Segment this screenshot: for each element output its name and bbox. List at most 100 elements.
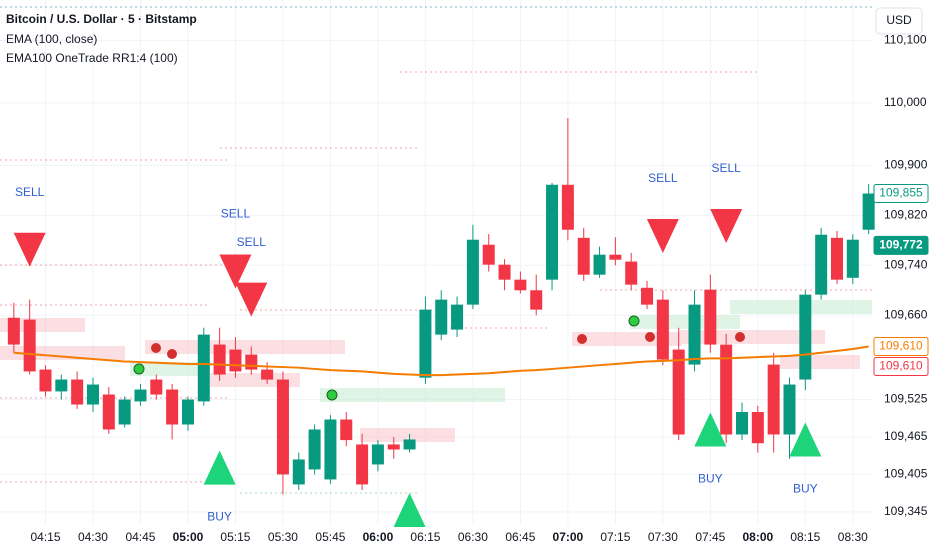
entry-dot (167, 349, 177, 359)
entry-dot (577, 334, 587, 344)
trade-boxes (0, 300, 872, 442)
header: Bitcoin / U.S. Dollar · 5 · Bitstamp EMA… (6, 12, 197, 65)
y-tick-label: 110,100 (884, 33, 927, 47)
candle-body (561, 184, 574, 230)
candle-body (39, 369, 52, 392)
candle-body (704, 289, 717, 345)
candle-body (736, 412, 749, 435)
candle-body (166, 389, 179, 425)
candle-body (720, 344, 733, 435)
y-tick-label: 109,740 (884, 257, 928, 271)
signal-label: SELL (648, 171, 678, 185)
currency-button[interactable] (875, 7, 923, 35)
candle-body (751, 412, 764, 444)
signal-label: BUY (698, 472, 723, 486)
price-label-box (873, 356, 929, 376)
x-tick-label: 05:15 (220, 530, 250, 544)
candle-body (213, 344, 226, 375)
y-tick-label: 110,000 (884, 95, 927, 109)
candle-body (466, 239, 479, 305)
sell-marker (646, 218, 679, 253)
candle-body (672, 349, 685, 435)
candle-body (767, 364, 780, 435)
trade-box (630, 315, 740, 329)
candle-body (799, 294, 812, 380)
trade-box (360, 428, 455, 442)
candle-body (609, 254, 622, 260)
trade-box (145, 340, 345, 354)
candle-body (197, 334, 210, 402)
x-tick-label: 06:45 (505, 530, 535, 544)
candle-body (292, 459, 305, 485)
candle-body (625, 261, 638, 285)
candle-body (815, 234, 828, 295)
trade-box (0, 318, 85, 332)
entry-dot (645, 332, 655, 342)
candle-body (688, 304, 701, 365)
price-label-box (873, 336, 929, 356)
buy-marker (203, 450, 236, 485)
price-label-box (873, 235, 929, 255)
entry-markers (133, 315, 745, 401)
sell-marker (710, 208, 743, 243)
price-axis: 110,100 110,000 109,900 109,820 109,740 109,6… (873, 33, 929, 518)
signal-label: BUY (793, 482, 818, 496)
candle-body (514, 279, 527, 291)
x-tick-label: 05:30 (268, 530, 298, 544)
x-tick-label: 06:30 (458, 530, 488, 544)
y-tick-label: 109,525 (884, 392, 928, 406)
entry-dot (326, 389, 338, 401)
x-tick-label: 08:30 (838, 530, 868, 544)
currency-label: USD (886, 13, 912, 27)
x-tick-label: 07:15 (600, 530, 630, 544)
chart-title: Bitcoin / U.S. Dollar · 5 · Bitstamp (6, 12, 197, 26)
candle-body (86, 384, 99, 405)
price-label: 109,610 (879, 339, 923, 353)
candle-body (451, 304, 464, 330)
buy-marker (789, 422, 822, 457)
y-tick-label: 109,405 (884, 467, 928, 481)
level-lines (0, 6, 872, 494)
candle-body (276, 379, 289, 475)
sell-marker (235, 282, 268, 317)
candle-body (862, 193, 875, 230)
candle-body (308, 429, 321, 470)
signal-label: BUY (207, 510, 232, 524)
entry-dot (628, 315, 640, 327)
candle-body (577, 237, 590, 275)
candle-body (419, 309, 432, 378)
signal-label: SELL (237, 235, 267, 249)
signal-label: SELL (221, 207, 251, 221)
x-tick-label: 08:00 (742, 530, 773, 544)
candle-body (181, 399, 194, 425)
x-tick-label: 05:45 (315, 530, 345, 544)
x-tick-label: 04:30 (78, 530, 108, 544)
candle-body (23, 319, 36, 372)
candle-body (387, 444, 400, 450)
x-tick-label: 08:15 (790, 530, 820, 544)
x-tick-label: 04:45 (125, 530, 155, 544)
candle-body (229, 349, 242, 372)
sell-marker (13, 232, 46, 267)
candle-body (371, 444, 384, 465)
candle-body (641, 287, 654, 305)
y-tick-label: 109,820 (884, 208, 928, 222)
x-tick-label: 07:30 (648, 530, 678, 544)
x-tick-label: 05:00 (173, 530, 204, 544)
candle-body (403, 439, 416, 450)
candle-body (7, 317, 20, 345)
signal-label: SELL (15, 185, 45, 199)
candle-body (482, 244, 495, 265)
indicator-name: EMA (100, close) (6, 32, 97, 46)
signal-label: SELL (712, 161, 742, 175)
candle-body (102, 394, 115, 430)
plot: SELLSELLSELLSELLSELLBUYBUYBUYBUY (7, 117, 875, 528)
strategy-name: EMA100 OneTrade RR1:4 (100) (6, 51, 178, 65)
candle-body (55, 379, 68, 392)
trade-box (130, 362, 210, 376)
y-tick-label: 109,465 (884, 429, 928, 443)
candle-body (593, 254, 606, 275)
grid (0, 0, 872, 525)
trade-box (320, 388, 505, 402)
